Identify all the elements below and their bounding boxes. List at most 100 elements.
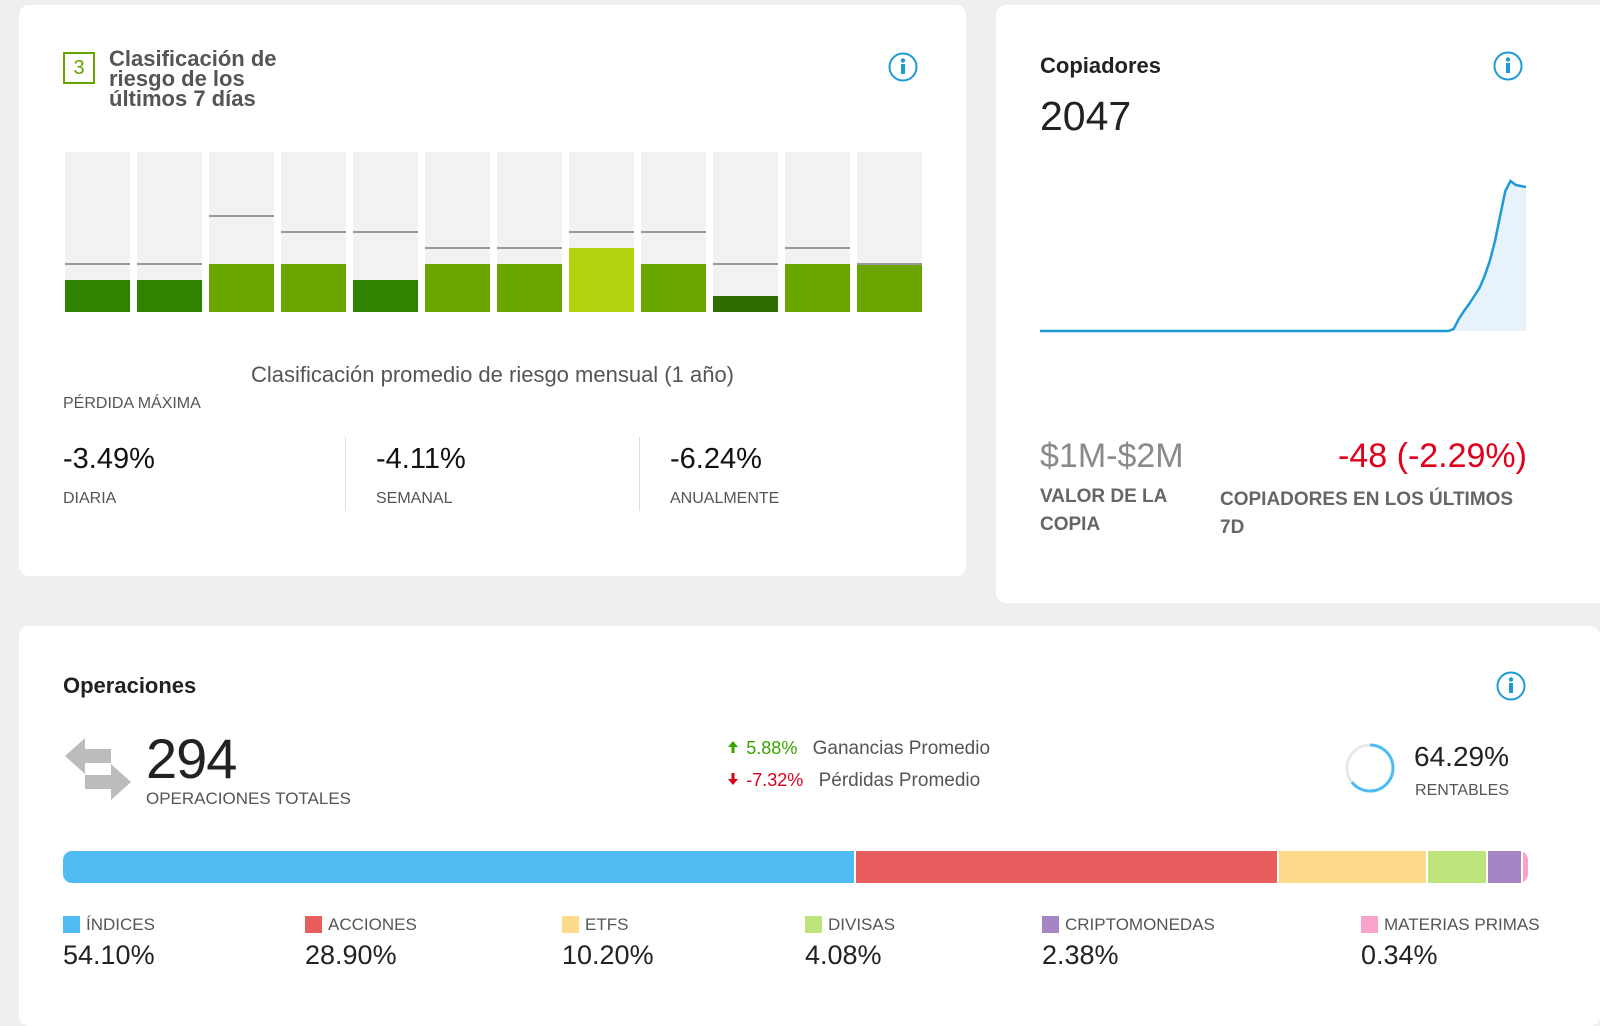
allocation-segment xyxy=(1488,851,1523,883)
weekly-drawdown-label: SEMANAL xyxy=(376,490,453,507)
avg-loss-value: -7.32% xyxy=(746,770,804,790)
month-risk-bar xyxy=(65,280,130,312)
stat-divider xyxy=(345,437,346,511)
copiers-trend-line xyxy=(1040,179,1527,333)
copiers-trend-area xyxy=(1040,181,1526,331)
month-risk-column xyxy=(65,152,130,312)
month-risk-column xyxy=(281,152,346,312)
month-risk-column xyxy=(425,152,490,312)
copiers-trend-chart xyxy=(1040,179,1527,333)
month-risk-column xyxy=(209,152,274,312)
month-risk-column xyxy=(569,152,634,312)
month-risk-column xyxy=(353,152,418,312)
month-risk-column xyxy=(857,152,922,312)
avg-gain-row: 5.88% Ganancias Promedio xyxy=(725,738,990,760)
legend-pct: 10.20% xyxy=(562,940,654,970)
profit-donut-icon xyxy=(1345,743,1395,793)
total-trades: 294 xyxy=(146,727,237,790)
month-risk-column xyxy=(497,152,562,312)
profitable-label: RENTABLES xyxy=(1415,782,1509,799)
month-risk-bar xyxy=(785,264,850,312)
risk-score-badge: 3 xyxy=(63,52,95,84)
allocation-segment xyxy=(1428,851,1489,883)
month-risk-bar xyxy=(353,280,418,312)
month-avg-marker xyxy=(569,231,634,233)
month-risk-column xyxy=(713,152,778,312)
month-risk-column xyxy=(137,152,202,312)
allocation-segment xyxy=(1278,851,1429,883)
month-avg-marker xyxy=(353,231,418,233)
copy-value: $1M-$2M xyxy=(1040,437,1184,475)
info-icon[interactable] xyxy=(1496,671,1526,701)
copiers-title: Copiadores xyxy=(1040,53,1162,78)
legend-swatch xyxy=(562,916,579,933)
legend-pct: 2.38% xyxy=(1042,940,1119,970)
daily-drawdown-label: DIARIA xyxy=(63,490,117,507)
month-avg-marker xyxy=(137,263,202,265)
month-avg-marker xyxy=(65,263,130,265)
trades-card: Operaciones 294 OPERACIONES TOTALES 5.88… xyxy=(19,626,1600,1026)
risk-card: 3 Clasificación de riesgo de los últimos… xyxy=(19,5,966,576)
legend-pct: 54.10% xyxy=(63,940,155,970)
legend-name: DIVISAS xyxy=(828,915,896,934)
month-avg-marker xyxy=(497,247,562,249)
month-risk-bar xyxy=(209,264,274,312)
legend-name: MATERIAS PRIMAS xyxy=(1384,915,1540,934)
legend-swatch xyxy=(63,916,80,933)
avg-loss-row: -7.32% Pérdidas Promedio xyxy=(725,770,980,792)
copiers-count: 2047 xyxy=(1040,93,1132,139)
month-avg-marker xyxy=(425,247,490,249)
month-risk-bar xyxy=(425,264,490,312)
month-avg-marker xyxy=(857,263,922,265)
month-avg-marker xyxy=(209,215,274,217)
copiers-change: -48 (-2.29%) xyxy=(1338,437,1527,475)
monthly-risk-caption: Clasificación promedio de riesgo mensual… xyxy=(250,362,735,387)
max-drawdown-label: PÉRDIDA MÁXIMA xyxy=(63,395,201,412)
allocation-segment xyxy=(855,851,1279,883)
total-trades-label: OPERACIONES TOTALES xyxy=(146,789,352,808)
arrow-down-icon xyxy=(728,773,738,785)
month-risk-bar xyxy=(281,264,346,312)
arrow-up-icon xyxy=(728,741,738,753)
legend-pct: 4.08% xyxy=(805,940,882,970)
month-avg-marker xyxy=(713,263,778,265)
avg-loss-label: Pérdidas Promedio xyxy=(818,770,981,791)
daily-drawdown-value: -3.49% xyxy=(63,443,155,475)
weekly-drawdown-value: -4.11% xyxy=(376,443,466,475)
legend-name: ACCIONES xyxy=(328,915,417,934)
swap-arrows-icon xyxy=(65,738,131,800)
month-avg-marker xyxy=(641,231,706,233)
month-risk-bar xyxy=(641,264,706,312)
legend-swatch xyxy=(305,916,322,933)
legend-swatch xyxy=(805,916,822,933)
month-risk-bar xyxy=(857,264,922,312)
yearly-drawdown-value: -6.24% xyxy=(670,443,762,475)
avg-gain-label: Ganancias Promedio xyxy=(812,738,991,759)
copiers-card: Copiadores 2047 $1M-$2M VALOR DE LA COPI… xyxy=(996,5,1600,603)
yearly-drawdown-label: ANUALMENTE xyxy=(670,490,780,507)
info-icon[interactable] xyxy=(888,52,918,82)
copiers-change-label: COPIADORES EN LOS ÚLTIMOS 7D xyxy=(1220,489,1514,538)
profitable-percentage: 64.29% xyxy=(1414,741,1509,772)
legend-pct: 0.34% xyxy=(1361,940,1438,970)
month-risk-column xyxy=(641,152,706,312)
month-risk-column xyxy=(785,152,850,312)
legend-swatch xyxy=(1042,916,1059,933)
allocation-segment xyxy=(63,851,856,883)
legend-name: ÍNDICES xyxy=(86,915,155,934)
info-icon[interactable] xyxy=(1493,51,1523,81)
month-risk-bar xyxy=(497,264,562,312)
legend-pct: 28.90% xyxy=(305,940,397,970)
month-risk-bar xyxy=(713,296,778,312)
risk-title: Clasificación de riesgo de los últimos 7… xyxy=(109,46,277,111)
allocation-bar xyxy=(63,851,1528,883)
legend-name: CRIPTOMONEDAS xyxy=(1065,915,1215,934)
month-risk-bar xyxy=(137,280,202,312)
month-avg-marker xyxy=(785,247,850,249)
month-avg-marker xyxy=(281,231,346,233)
stat-divider xyxy=(639,437,640,511)
legend-name: ETFS xyxy=(585,915,629,934)
copy-value-label: VALOR DE LA COPIA xyxy=(1040,486,1167,535)
legend-swatch xyxy=(1361,916,1378,933)
month-risk-bar xyxy=(569,248,634,312)
